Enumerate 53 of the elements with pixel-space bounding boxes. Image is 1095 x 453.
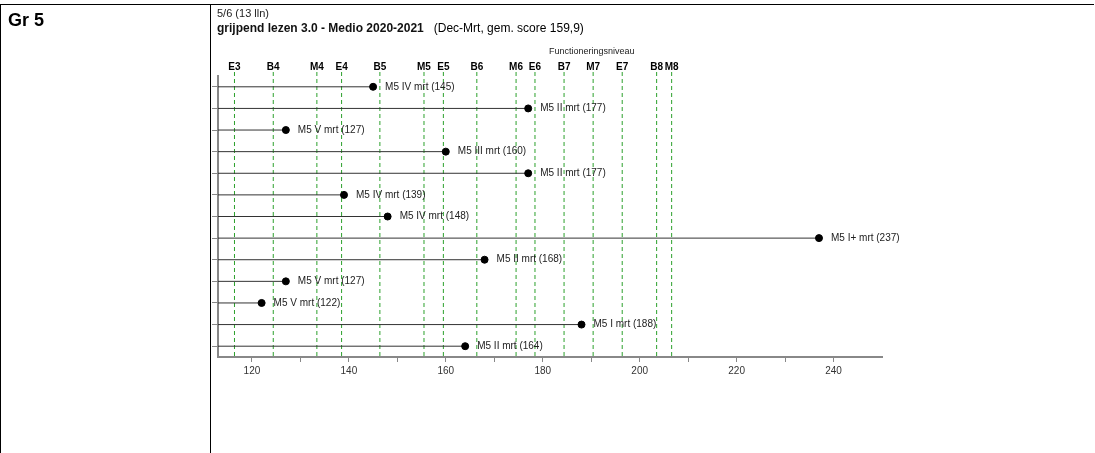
data-label: M5 III mrt (160)	[457, 145, 527, 157]
point	[340, 190, 349, 199]
x-tick-label: 180	[534, 364, 552, 376]
ref-line-label: B5	[373, 60, 387, 72]
point	[524, 104, 533, 113]
ref-line-label: E7	[616, 60, 629, 72]
x-tick-label: 240	[825, 364, 843, 376]
point	[281, 277, 290, 286]
chart-title: grijpend lezen 3.0 - Medio 2020-2021	[217, 21, 424, 35]
ref-line-label: B4	[266, 60, 281, 72]
ref-line-label: M8	[664, 60, 680, 72]
ref-line-label: E4	[335, 60, 349, 72]
text: 5/6 (13 lln)	[217, 7, 269, 19]
point	[383, 212, 392, 221]
data-label: M5 V mrt (122)	[273, 296, 341, 308]
point	[461, 342, 470, 351]
ref-line-label: M4	[309, 60, 325, 72]
data-label: M5 IV mrt (145)	[385, 80, 455, 92]
point	[369, 82, 378, 91]
text: Functioneringsniveau	[549, 46, 635, 56]
ref-line-label: B8	[650, 60, 664, 72]
point	[524, 169, 533, 178]
point	[281, 126, 290, 135]
data-label: M5 IV mrt (139)	[356, 188, 426, 200]
point	[814, 234, 823, 243]
ref-line-label: M7	[586, 60, 601, 72]
x-tick-label: 120	[243, 364, 261, 376]
data-label: M5 II mrt (164)	[477, 339, 543, 351]
data-label: M5 II mrt (168)	[496, 253, 563, 265]
data-label: M5 IV mrt (148)	[399, 210, 470, 222]
data-label: M5 I mrt (188)	[593, 318, 657, 330]
point	[480, 255, 489, 264]
data-label: M5 V mrt (127)	[297, 123, 365, 135]
text: Gr 5	[8, 10, 45, 31]
data-label: M5 II mrt (177)	[540, 102, 606, 114]
point	[577, 320, 586, 329]
ref-line-label: E5	[437, 60, 450, 72]
ref-line-label: M5	[417, 60, 432, 72]
ref-line-label: B6	[470, 60, 484, 72]
data-label: M5 II mrt (177)	[540, 167, 606, 179]
x-tick-label: 200	[631, 364, 649, 376]
ref-line-label: E3	[228, 60, 242, 72]
point	[441, 147, 450, 156]
x-tick-label: 220	[728, 364, 746, 376]
data-label: M5 V mrt (127)	[297, 275, 365, 287]
point	[257, 298, 266, 307]
data-label: M5 I+ mrt (237)	[830, 231, 900, 243]
x-tick-label: 140	[340, 364, 358, 376]
ref-line-label: E6	[528, 60, 542, 72]
x-tick-label: 160	[437, 364, 455, 376]
chart-subtitle: (Dec-Mrt, gem. score 159,9)	[433, 21, 584, 35]
ref-line-label: M6	[509, 60, 524, 72]
ref-line-label: B7	[557, 60, 571, 72]
